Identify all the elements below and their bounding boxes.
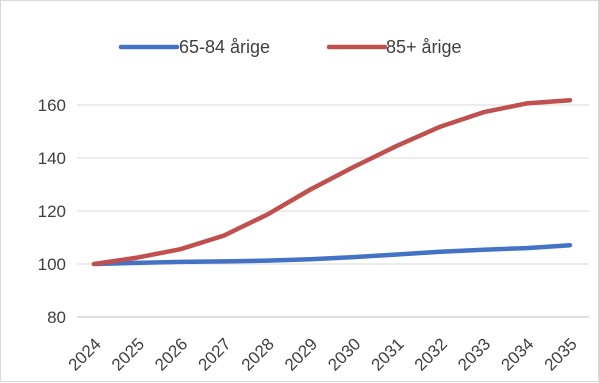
y-tick-label: 100	[38, 255, 66, 274]
legend: 65-84 årige 85+ årige	[118, 37, 462, 57]
gridlines	[77, 104, 589, 265]
legend-label-2: 85+ årige	[386, 37, 462, 57]
x-tick-label: 2034	[497, 334, 537, 374]
x-tick-label: 2035	[541, 334, 581, 374]
x-tick-label: 2033	[454, 334, 494, 374]
x-tick-label: 2025	[108, 334, 148, 374]
x-tick-label: 2030	[324, 334, 364, 374]
x-tick-label: 2031	[368, 334, 408, 374]
x-axis-tick-labels: 2024 2025 2026 2027 2028 2029 2030 2031 2032 2033…	[65, 334, 581, 374]
y-tick-label: 140	[38, 149, 66, 168]
y-axis-tick-labels: 80 100 120 140 160	[38, 96, 66, 327]
y-tick-label: 80	[47, 308, 66, 327]
series-lines	[91, 97, 573, 267]
x-tick-label: 2028	[238, 334, 278, 374]
y-tick-label: 160	[38, 96, 66, 115]
x-tick-label: 2026	[151, 334, 191, 374]
y-tick-label: 120	[38, 202, 66, 221]
legend-label-1: 65-84 årige	[179, 37, 270, 57]
x-tick-label: 2032	[411, 334, 451, 374]
x-tick-label: 2029	[281, 334, 321, 374]
series-line-1	[91, 242, 573, 267]
x-tick-label: 2027	[194, 334, 234, 374]
series-line-2	[91, 97, 573, 267]
x-tick-label: 2024	[65, 334, 105, 374]
